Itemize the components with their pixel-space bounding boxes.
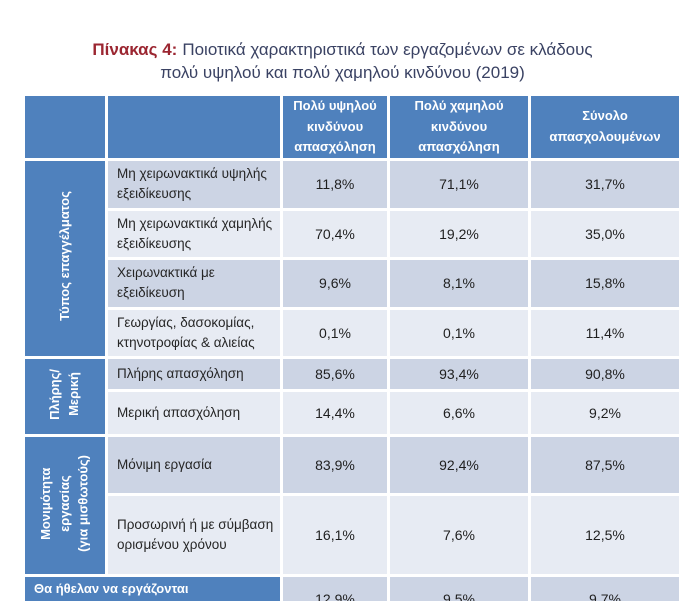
side-label-text: Μονιμότητα εργασίας (για μισθωτούς) <box>37 454 91 552</box>
table-row: Χειρωνακτικά με εξειδίκευση 9,6% 8,1% 15… <box>25 260 679 307</box>
section-side-label-job-permanence: Μονιμότητα εργασίας (για μισθωτούς) <box>25 437 105 575</box>
header-empty-side-cell <box>25 95 105 159</box>
section-side-label-full-part-time: Πλήρης/ Μερική <box>25 359 105 435</box>
table-title-label: Πίνακας 4: <box>92 39 178 59</box>
cell-value: 90,8% <box>531 359 679 390</box>
cell-value: 87,5% <box>531 437 679 494</box>
statistics-table: Πολύ υψηλού κινδύνου απασχόληση Πολύ χαμ… <box>22 93 682 601</box>
cell-value: 71,1% <box>390 161 528 208</box>
cell-value: 0,1% <box>283 309 387 357</box>
cell-value: 93,4% <box>390 359 528 390</box>
cell-value: 92,4% <box>390 437 528 494</box>
table-row: Γεωργίας, δασοκομίας, κτηνοτροφίας & αλι… <box>25 309 679 357</box>
cell-value: 15,8% <box>531 260 679 307</box>
cell-value: 8,1% <box>390 260 528 307</box>
column-header-low-risk: Πολύ χαμηλού κινδύνου απασχόληση <box>390 95 528 159</box>
side-label-text: Τύπος επαγγέλματος <box>56 191 72 322</box>
row-label: Μη χειρωνακτικά υψηλής εξειδίκευσης <box>108 161 280 208</box>
table-row: Μη χειρωνακτικά χαμηλής εξειδίκευσης 70,… <box>25 210 679 258</box>
cell-value: 70,4% <box>283 210 387 258</box>
cell-value: 12,5% <box>531 496 679 575</box>
row-label: Μη χειρωνακτικά χαμηλής εξειδίκευσης <box>108 210 280 258</box>
side-label-text: Πλήρης/ Μερική <box>47 368 81 420</box>
table-row: Τύπος επαγγέλματος Μη χειρωνακτικά υψηλή… <box>25 161 679 357</box>
cell-value: 14,4% <box>283 392 387 435</box>
cell-value: 11,8% <box>283 161 387 208</box>
cell-value: 11,4% <box>531 309 679 357</box>
cell-value: 6,6% <box>390 392 528 435</box>
cell-value: 9,5% <box>390 577 528 601</box>
column-header-total: Σύνολο απασχολουμένων <box>531 95 679 159</box>
table-row: Προσωρινή ή με σύμβαση ορισμένου χρόνου … <box>25 496 679 575</box>
cell-value: 9,6% <box>283 260 387 307</box>
cell-value: 85,6% <box>283 359 387 390</box>
cell-value: 0,1% <box>390 309 528 357</box>
cell-value: 16,1% <box>283 496 387 575</box>
column-header-high-risk: Πολύ υψηλού κινδύνου απασχόληση <box>283 95 387 159</box>
section-side-label-occupation-type: Τύπος επαγγέλματος <box>25 161 105 357</box>
row-label: Μόνιμη εργασία <box>108 437 280 494</box>
table-header-row: Πολύ υψηλού κινδύνου απασχόληση Πολύ χαμ… <box>25 95 679 159</box>
row-label: Πλήρης απασχόληση <box>108 359 280 390</box>
cell-value: 9,7% <box>531 577 679 601</box>
row-label: Γεωργίας, δασοκομίας, κτηνοτροφίας & αλι… <box>108 309 280 357</box>
cell-value: 83,9% <box>283 437 387 494</box>
row-label: Προσωρινή ή με σύμβαση ορισμένου χρόνου <box>108 496 280 575</box>
cell-value: 9,2% <box>531 392 679 435</box>
table-row: Μονιμότητα εργασίας (για μισθωτούς) Μόνι… <box>25 437 679 575</box>
table-title: Πίνακας 4: Ποιοτικά χαρακτηριστικά των ερ… <box>10 16 675 85</box>
row-label: Χειρωνακτικά με εξειδίκευση <box>108 260 280 307</box>
cell-value: 35,0% <box>531 210 679 258</box>
cell-value: 31,7% <box>531 161 679 208</box>
summary-row-label: Θα ήθελαν να εργάζονται περισσότερες ώρε… <box>25 577 280 601</box>
table-row: Μερική απασχόληση 14,4% 6,6% 9,2% <box>25 392 679 435</box>
table-title-text: Ποιοτικά χαρακτηριστικά των εργαζομένων … <box>160 39 593 82</box>
table-row: Πλήρης/ Μερική Πλήρης απασχόληση 85,6% 9… <box>25 359 679 435</box>
cell-value: 12,9% <box>283 577 387 601</box>
cell-value: 19,2% <box>390 210 528 258</box>
header-empty-label-cell <box>108 95 280 159</box>
cell-value: 7,6% <box>390 496 528 575</box>
row-label: Μερική απασχόληση <box>108 392 280 435</box>
table-summary-row: Θα ήθελαν να εργάζονται περισσότερες ώρε… <box>25 577 679 601</box>
